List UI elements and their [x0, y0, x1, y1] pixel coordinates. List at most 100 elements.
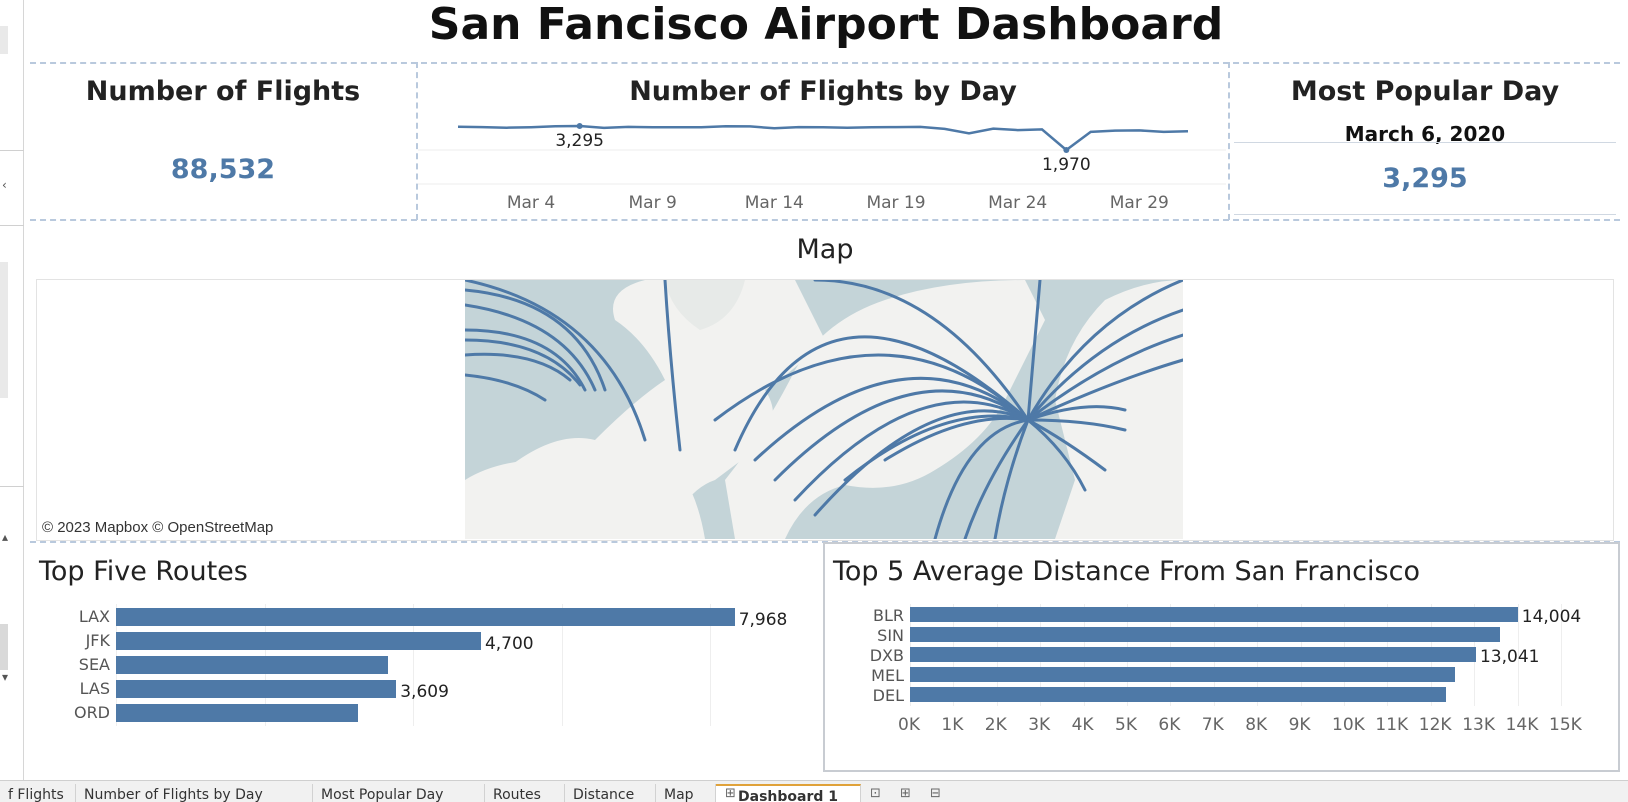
route-line	[465, 280, 647, 442]
bar-category-label: SEA	[78, 655, 110, 674]
route-line	[1026, 418, 1107, 472]
dashboard-divider	[416, 62, 418, 220]
x-tick-label: 7K	[1201, 715, 1224, 735]
gridline	[1561, 604, 1562, 706]
bar-value-label: 13,041	[1479, 647, 1540, 667]
route-line	[843, 414, 1030, 482]
x-tick-label: 13K	[1462, 715, 1495, 735]
line-chart-svg[interactable]: 3,295 1,970 Mar 4 Mar 9 Mar 14 Mar 19 Mar 24…	[418, 112, 1226, 218]
bar[interactable]	[116, 632, 481, 650]
max-point[interactable]	[576, 123, 583, 129]
route-line	[793, 400, 1030, 502]
bar[interactable]	[910, 667, 1455, 682]
side-panel-scrollbar-thumb[interactable]	[0, 624, 8, 670]
x-tick-label: 6K	[1158, 715, 1181, 735]
gridline	[413, 604, 414, 726]
tab-flights[interactable]: f Flights	[0, 784, 76, 802]
expand-up-icon[interactable]: ▴	[2, 530, 9, 544]
route-line	[1026, 280, 1183, 422]
x-tick-label: Mar 29	[1110, 193, 1169, 213]
max-label: 3,295	[555, 131, 604, 151]
route-line	[813, 280, 1030, 422]
flight-routes[interactable]	[465, 280, 1183, 539]
route-line	[1026, 418, 1087, 492]
side-panel-scroll-segment	[0, 26, 8, 54]
sheet-tab-bar: f Flights Number of Flights by Day Most …	[0, 780, 1628, 802]
chart-title: Top Five Routes	[39, 556, 248, 587]
route-line	[1026, 405, 1127, 422]
kpi-value: 3,295	[1382, 163, 1468, 194]
collapse-icon[interactable]: ‹	[2, 178, 7, 192]
tab-map[interactable]: Map	[656, 784, 716, 802]
gridline	[1517, 604, 1519, 706]
bar[interactable]	[116, 656, 388, 674]
scroll-down-icon[interactable]: ▾	[2, 670, 9, 684]
selected-zone-frame	[823, 542, 1620, 772]
new-story-icon[interactable]: ⊟	[930, 786, 941, 801]
chart-title: Number of Flights by Day	[629, 76, 1017, 107]
tab-routes[interactable]: Routes	[485, 784, 565, 802]
bar[interactable]	[910, 687, 1446, 702]
min-point[interactable]	[1063, 147, 1070, 153]
dashboard-divider	[1228, 62, 1230, 220]
x-tick-label: 8K	[1245, 715, 1268, 735]
bar[interactable]	[910, 647, 1476, 662]
route-line	[733, 335, 1030, 452]
dashboard-divider	[30, 62, 1620, 64]
route-line	[1026, 280, 1042, 422]
tab-most-popular-day[interactable]: Most Popular Day	[313, 784, 485, 802]
x-tick-label: 3K	[1028, 715, 1051, 735]
x-tick-label: Mar 14	[745, 193, 804, 213]
x-tick-label: 4K	[1071, 715, 1094, 735]
route-line	[465, 338, 582, 387]
map-title: Map	[796, 234, 854, 265]
x-axis: Mar 4 Mar 9 Mar 14 Mar 19 Mar 24 Mar 29	[507, 193, 1169, 213]
bar-category-label: MEL	[871, 666, 904, 685]
gridline	[561, 604, 563, 726]
side-panel-divider	[0, 486, 24, 487]
bar-category-label: ORD	[73, 703, 110, 722]
dashboard-icon: ⊞	[725, 786, 736, 801]
bar[interactable]	[910, 627, 1501, 642]
route-line	[663, 280, 682, 452]
new-dashboard-icon[interactable]: ⊞	[900, 786, 911, 801]
route-line	[933, 418, 1030, 539]
bar[interactable]	[910, 607, 1518, 622]
route-line	[465, 328, 587, 392]
route-line	[1026, 308, 1183, 422]
route-line	[993, 418, 1030, 539]
bar-category-label: JFK	[85, 631, 110, 650]
x-tick-label: 2K	[984, 715, 1007, 735]
route-line	[465, 373, 547, 402]
dashboard-title: San Fancisco Airport Dashboard	[428, 0, 1224, 50]
route-line	[1026, 418, 1127, 432]
bar[interactable]	[116, 680, 397, 698]
kpi-title: Most Popular Day	[1290, 76, 1560, 107]
bar-category-label: BLR	[872, 606, 904, 625]
tab-dashboard-1[interactable]: Dashboard 1	[716, 784, 861, 802]
side-panel-divider	[0, 225, 24, 226]
kpi-title: Number of Flights	[85, 76, 361, 107]
gridline	[710, 604, 711, 726]
land-greenland	[665, 280, 745, 330]
bar[interactable]	[116, 704, 359, 722]
side-panel-scrollbar[interactable]	[0, 262, 8, 398]
route-line	[883, 416, 1030, 462]
divider	[1234, 214, 1616, 215]
min-label: 1,970	[1042, 155, 1091, 175]
tab-number-of-flights-by-day[interactable]: Number of Flights by Day	[76, 784, 313, 802]
x-tick-label: 5K	[1115, 715, 1137, 735]
x-tick-label: 14K	[1505, 715, 1539, 735]
x-tick-label: 1K	[941, 715, 964, 735]
bar-category-label: LAS	[79, 679, 110, 698]
divider	[1234, 142, 1616, 143]
tab-distance[interactable]: Distance	[565, 784, 656, 802]
route-map[interactable]	[465, 280, 1183, 539]
x-tick-label: 0K	[898, 715, 920, 735]
x-tick-label: Mar 4	[507, 193, 555, 213]
new-worksheet-icon[interactable]: ⊡	[870, 786, 881, 801]
x-tick-label: Mar 24	[988, 193, 1047, 213]
map-attribution[interactable]: © 2023 Mapbox © OpenStreetMap	[38, 518, 278, 537]
x-tick-label: 10K	[1332, 715, 1365, 735]
bar[interactable]	[116, 608, 735, 626]
